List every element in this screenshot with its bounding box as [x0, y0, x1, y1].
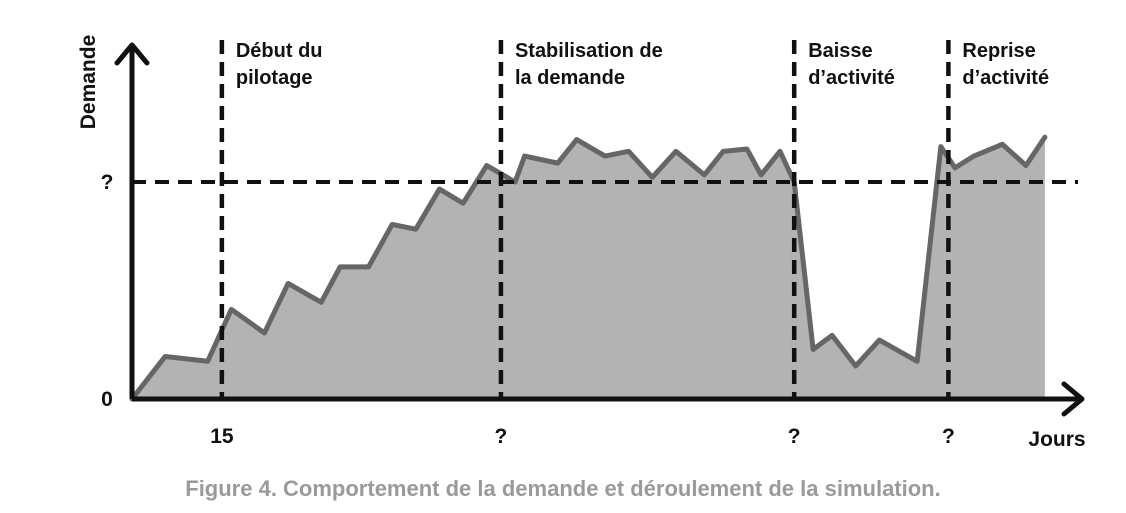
phase-annotation-line: pilotage [236, 67, 313, 89]
y-tick-label: 0 [101, 388, 113, 411]
phase-lines-layer [132, 40, 1078, 399]
axes [114, 42, 1085, 417]
y-tick-label: ? [101, 171, 114, 194]
figure-caption: Figure 4. Comportement de la demande et … [185, 476, 941, 501]
phase-annotation-line: la demande [515, 67, 625, 89]
y-axis-arrow-icon [114, 42, 150, 66]
x-axis-label: Jours [1028, 428, 1085, 451]
phase-annotation-line: d’activité [962, 67, 1049, 89]
phase-annotation-line: Stabilisation de [515, 40, 663, 62]
x-tick-label: ? [788, 425, 801, 448]
phase-annotation-line: Reprise [962, 40, 1035, 62]
y-axis-label: Demande [77, 35, 100, 130]
chart-text-layer: Demande Jours 0? 15?? ? Début du pilotage Stabi… [77, 35, 1086, 451]
x-tick-label: 15 [210, 425, 234, 448]
phase-annotation-line: Début du [236, 40, 323, 62]
demand-chart: Demande Jours 0? 15?? ? Début du pilotage Stabi… [77, 35, 1086, 451]
demand-area-layer [129, 134, 1048, 402]
phase-annotation-line: Baisse [808, 40, 873, 62]
x-tick-label: ? [942, 425, 955, 448]
phase-annotation-line: d’activité [808, 67, 895, 89]
x-axis-arrow-icon [1061, 381, 1085, 417]
x-tick-label: ? [495, 425, 508, 448]
demand-area [132, 137, 1045, 399]
